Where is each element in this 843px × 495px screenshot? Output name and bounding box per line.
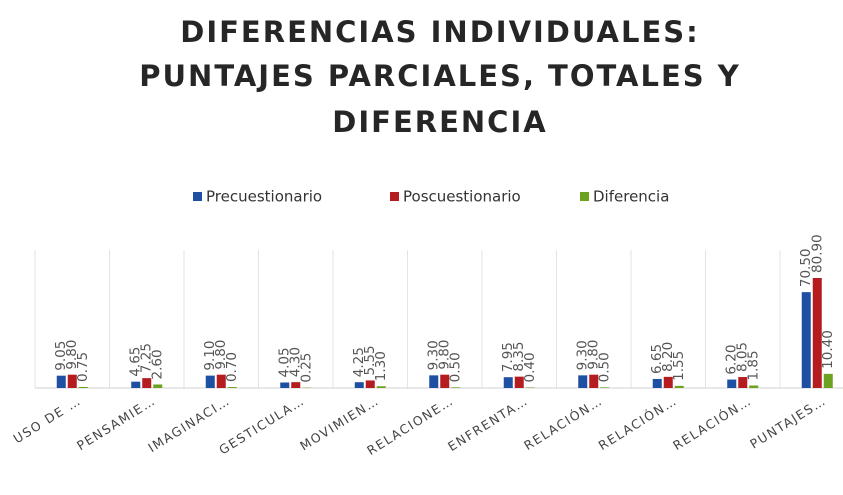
bar	[589, 374, 599, 388]
value-label: 10.40	[820, 330, 836, 369]
value-label: 6.65	[649, 344, 665, 374]
value-label: 8.35	[511, 342, 527, 372]
bar	[727, 379, 737, 388]
value-label: 8.20	[660, 342, 676, 372]
bar	[429, 375, 439, 388]
value-label: 0.50	[597, 352, 613, 382]
chart-title: DIFERENCIA	[332, 105, 547, 139]
value-label: 4.25	[351, 347, 367, 377]
bar	[440, 374, 450, 388]
value-label: 7.25	[139, 343, 155, 373]
bar	[142, 378, 152, 388]
x-tick-label: PUNTAJES…	[747, 393, 829, 452]
x-tick-label: RELACIÓN…	[596, 393, 680, 453]
bar	[663, 376, 673, 388]
bar	[514, 376, 524, 388]
bar	[652, 378, 662, 388]
legend-label: Diferencia	[593, 188, 669, 206]
bar	[376, 386, 386, 388]
chart-title: DIFERENCIAS INDIVIDUALES:	[180, 15, 700, 49]
bar	[78, 386, 88, 388]
value-label: 1.55	[671, 351, 687, 381]
value-label: 9.80	[64, 340, 80, 370]
x-tick-label: USO DE …	[11, 393, 84, 446]
value-label: 4.30	[288, 347, 304, 377]
value-label: 9.80	[586, 340, 602, 370]
bar	[205, 375, 215, 388]
value-label: 9.80	[437, 340, 453, 370]
bar	[280, 382, 290, 388]
value-label: 4.65	[128, 347, 144, 377]
x-tick-label: ENFRENTA…	[445, 393, 531, 454]
bar	[291, 382, 301, 388]
bar	[600, 387, 610, 388]
bar	[801, 292, 811, 388]
value-label: 0.50	[448, 352, 464, 382]
bar	[674, 385, 684, 388]
value-label: 0.40	[522, 352, 538, 382]
bar	[812, 278, 822, 388]
bar	[503, 377, 513, 388]
bar	[227, 387, 237, 388]
value-label: 9.30	[575, 340, 591, 370]
bar	[56, 375, 66, 388]
value-label: 1.85	[746, 350, 762, 380]
value-label: 70.50	[798, 248, 814, 287]
value-label: 9.80	[213, 340, 229, 370]
value-label: 0.70	[224, 352, 240, 382]
bar	[823, 373, 833, 388]
value-label: 6.20	[724, 345, 740, 375]
value-label: 4.05	[277, 347, 293, 377]
x-tick-label: RELACIÓN…	[670, 393, 754, 453]
legend-label: Poscuestionario	[403, 188, 521, 206]
bar	[354, 382, 364, 388]
bar	[525, 387, 535, 388]
x-tick-label: RELACIÓN…	[521, 393, 605, 453]
legend-swatch	[193, 192, 202, 201]
value-label: 7.95	[500, 342, 516, 372]
value-label: 0.25	[299, 353, 315, 383]
value-label: 9.10	[202, 341, 218, 371]
bar	[153, 384, 163, 388]
value-label: 5.55	[362, 345, 378, 375]
legend-label: Precuestionario	[206, 188, 322, 206]
bar	[738, 377, 748, 388]
bar	[451, 387, 461, 388]
value-label: 0.75	[75, 352, 91, 382]
chart-title: PUNTAJES PARCIALES, TOTALES Y	[139, 59, 740, 93]
legend-swatch	[390, 192, 399, 201]
value-label: 1.30	[373, 351, 389, 381]
value-label: 9.30	[426, 340, 442, 370]
bar	[578, 375, 588, 388]
bar	[216, 374, 226, 388]
value-label: 2.60	[150, 349, 166, 379]
bar	[365, 380, 375, 388]
bar	[749, 385, 759, 388]
legend-swatch	[580, 192, 589, 201]
value-label: 9.05	[53, 341, 69, 371]
value-label: 8.05	[735, 342, 751, 372]
bar	[67, 374, 77, 388]
bar	[131, 381, 141, 388]
value-label: 80.90	[809, 234, 825, 273]
